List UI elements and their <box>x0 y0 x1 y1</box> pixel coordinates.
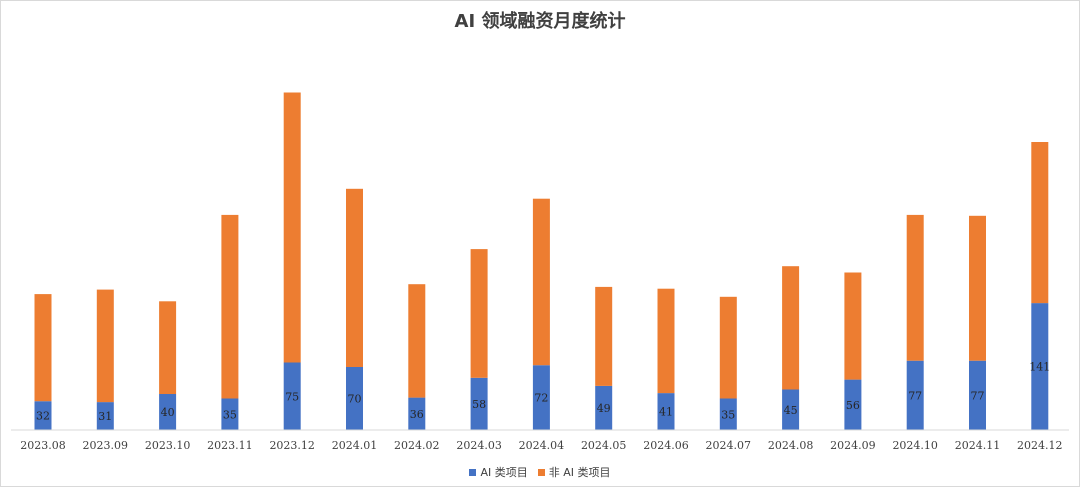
legend-item-ai: AI 类项目 <box>469 464 528 480</box>
data-label-ai-2024.05: 49 <box>597 402 611 415</box>
bar-non-ai-2024.01 <box>346 188 363 367</box>
chart-title: AI 领域融资月度统计 <box>454 11 626 32</box>
bar-ai-2024.11 <box>969 360 986 430</box>
bar-ai-2024.12 <box>1031 303 1049 430</box>
bar-ai-2024.01 <box>346 367 363 430</box>
bar-non-ai-2024.09 <box>844 272 862 380</box>
x-tick-label-2024.03: 2024.03 <box>456 439 502 452</box>
x-tick-label-2023.12: 2023.12 <box>269 439 315 452</box>
legend: AI 类项目 非 AI 类项目 <box>1 464 1079 480</box>
bar-ai-2024.02 <box>408 397 426 430</box>
data-label-ai-2023.11: 35 <box>223 408 237 421</box>
bar-ai-2024.09 <box>844 379 862 430</box>
legend-swatch-ai <box>469 468 477 476</box>
x-tick-label-2024.02: 2024.02 <box>394 439 440 452</box>
bars-group: 32 31 40 35 75 70 36 58 72 49 41 35 45 56 77 77 141 <box>34 92 1050 430</box>
bar-ai-2023.10 <box>159 394 177 430</box>
data-label-ai-2024.06: 41 <box>659 406 673 419</box>
bar-non-ai-2024.03 <box>470 249 488 378</box>
bar-non-ai-2024.04 <box>532 198 550 366</box>
data-label-ai-2024.04: 72 <box>534 392 548 405</box>
legend-item-non-ai: 非 AI 类项目 <box>537 464 611 480</box>
x-tick-label-2024.08: 2024.08 <box>768 439 814 452</box>
data-label-ai-2024.10: 77 <box>908 389 922 402</box>
bar-non-ai-2024.11 <box>969 215 986 361</box>
bar-ai-2023.09 <box>96 402 114 430</box>
x-tick-label-2024.04: 2024.04 <box>519 439 565 452</box>
data-label-ai-2024.02: 36 <box>410 408 424 421</box>
bar-non-ai-2023.11 <box>221 214 239 399</box>
bar-non-ai-2024.06 <box>657 288 675 394</box>
x-tick-label-2023.08: 2023.08 <box>20 439 66 452</box>
data-label-ai-2024.08: 45 <box>784 404 798 417</box>
bar-non-ai-2023.09 <box>96 289 114 403</box>
data-label-ai-2024.01: 70 <box>348 393 362 406</box>
legend-label-ai: AI 类项目 <box>480 466 528 479</box>
bar-non-ai-2024.12 <box>1031 142 1049 304</box>
data-label-ai-2024.07: 35 <box>721 408 735 421</box>
x-tick-label-2024.01: 2024.01 <box>332 439 378 452</box>
bar-non-ai-2023.08 <box>34 294 52 402</box>
x-tick-label-2023.11: 2023.11 <box>207 439 253 452</box>
x-tick-label-2024.09: 2024.09 <box>830 439 876 452</box>
bar-non-ai-2024.02 <box>408 284 426 398</box>
x-tick-label-2024.12: 2024.12 <box>1017 439 1063 452</box>
bar-non-ai-2024.10 <box>906 214 924 361</box>
bar-non-ai-2024.08 <box>782 266 800 390</box>
x-tick-label-2023.10: 2023.10 <box>145 439 191 452</box>
data-label-ai-2024.11: 77 <box>971 389 985 402</box>
bar-non-ai-2023.12 <box>283 92 301 363</box>
x-tick-label-2024.07: 2024.07 <box>706 439 752 452</box>
bar-ai-2024.05 <box>595 385 613 430</box>
data-label-ai-2023.09: 31 <box>98 410 112 423</box>
bar-non-ai-2023.10 <box>159 301 177 394</box>
data-label-ai-2024.09: 56 <box>846 399 860 412</box>
bar-ai-2023.12 <box>283 362 301 430</box>
bar-ai-2024.08 <box>782 389 800 430</box>
x-tick-labels: 2023.08 2023.09 2023.10 2023.11 2023.12 2024.… <box>20 439 1062 452</box>
bar-ai-2023.08 <box>34 401 52 430</box>
x-tick-label-2024.05: 2024.05 <box>581 439 627 452</box>
x-tick-label-2023.09: 2023.09 <box>83 439 129 452</box>
bar-non-ai-2024.07 <box>719 296 737 399</box>
bar-non-ai-2024.05 <box>595 286 613 386</box>
x-tick-label-2024.11: 2024.11 <box>955 439 1001 452</box>
data-label-ai-2024.12: 141 <box>1029 361 1050 374</box>
data-label-ai-2023.10: 40 <box>161 406 175 419</box>
bar-ai-2023.11 <box>221 398 239 430</box>
bar-ai-2024.06 <box>657 393 675 430</box>
data-label-ai-2024.03: 58 <box>472 398 486 411</box>
data-label-ai-2023.08: 32 <box>36 410 50 423</box>
x-tick-label-2024.06: 2024.06 <box>643 439 689 452</box>
legend-label-non-ai: 非 AI 类项目 <box>548 466 611 479</box>
bar-ai-2024.10 <box>906 360 924 430</box>
bar-ai-2024.07 <box>719 398 737 430</box>
bar-ai-2024.03 <box>470 377 488 430</box>
data-label-ai-2023.12: 75 <box>285 390 299 403</box>
x-tick-label-2024.10: 2024.10 <box>892 439 938 452</box>
bar-ai-2024.04 <box>532 365 550 430</box>
legend-swatch-non-ai <box>537 468 545 476</box>
